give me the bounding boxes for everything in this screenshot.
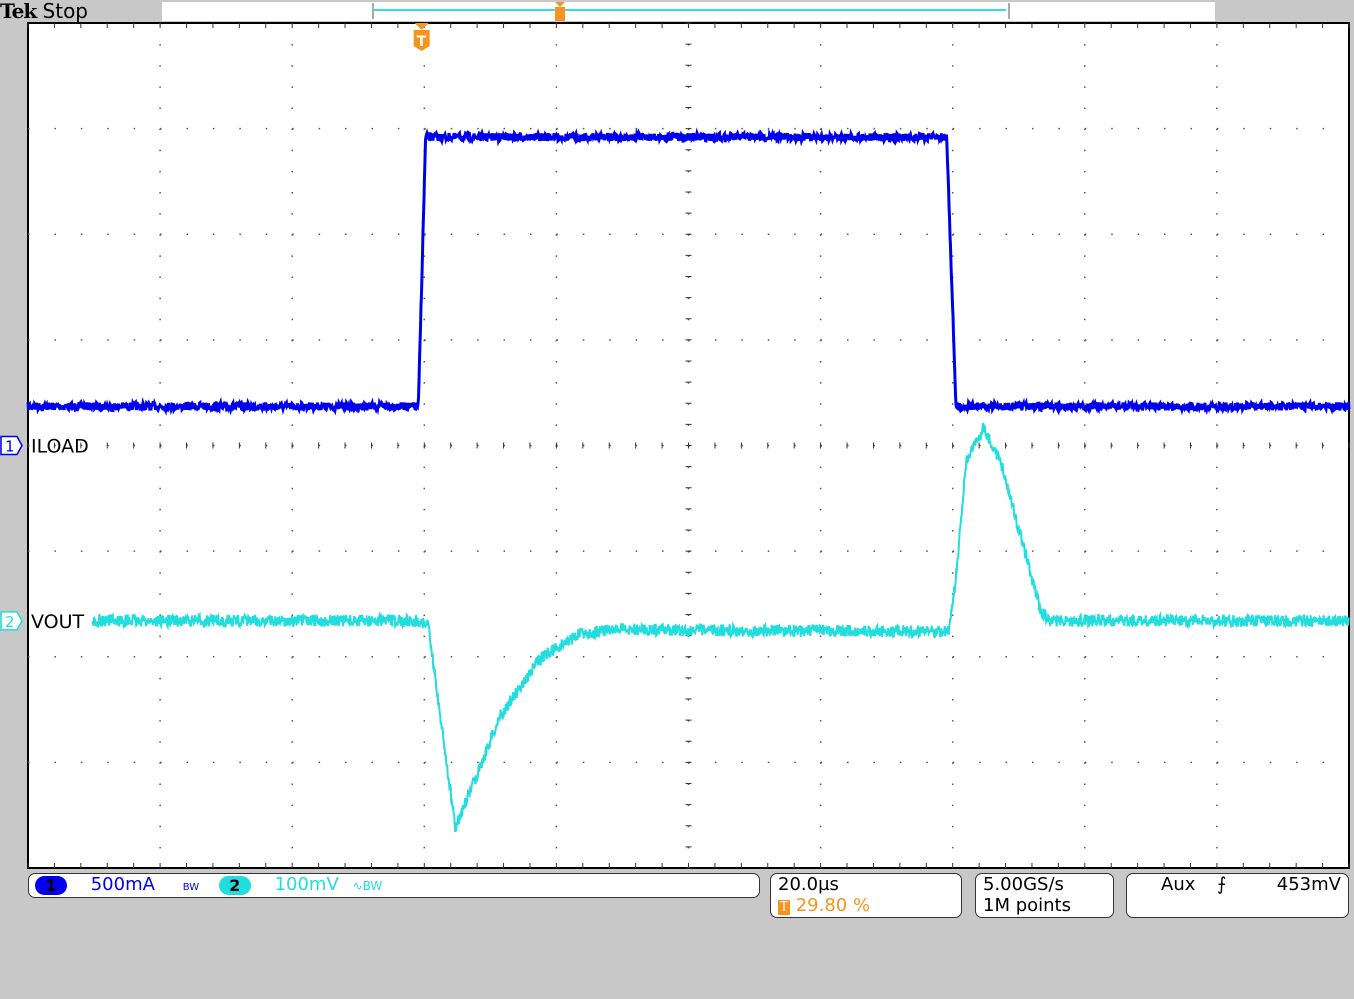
record-trigger-icon [555, 7, 565, 21]
timebase-readout[interactable]: 20.0µs T 29.80 % [770, 873, 962, 918]
record-bar [162, 2, 1215, 21]
brand-logo: Tek [0, 0, 37, 23]
trigger-level: 453mV [1276, 874, 1341, 895]
record-view-window[interactable] [372, 3, 1010, 19]
ch2-ground-marker [0, 611, 23, 631]
trigger-position: 29.80 % [795, 895, 871, 916]
record-line [374, 9, 1006, 11]
time-scale: 20.0µs [778, 874, 839, 895]
status-area: Tek Stop [0, 0, 160, 22]
record-length: 1M points [983, 895, 1071, 916]
record-trigger-arrow [555, 2, 565, 7]
trigger-position-icon [413, 30, 430, 51]
waveform-display: 1 ILOAD 2 VOUT T [0, 2, 1351, 869]
waveform-iload [26, 127, 1351, 416]
trigger-position-arrow [414, 23, 429, 30]
ch2-bw-icon: ∿BW [352, 879, 383, 893]
trigger-source: Aux [1161, 874, 1196, 895]
acquisition-readout[interactable]: 5.00GS/s 1M points [975, 873, 1114, 918]
waveform-vout [91, 422, 1350, 832]
ch1-badge[interactable]: 1 [35, 875, 67, 895]
ch2-badge[interactable]: 2 [218, 875, 251, 895]
ch2-marker-number: 2 [5, 613, 15, 631]
ch1-label: ILOAD [31, 436, 89, 458]
trigger-position-icon: T [778, 900, 790, 915]
sample-rate: 5.00GS/s [983, 874, 1064, 895]
ch1-marker-number: 1 [5, 438, 15, 456]
trigger-readout[interactable]: Aux ⨍ 453mV [1126, 873, 1349, 918]
trigger-position-letter: T [417, 34, 427, 50]
ch1-bw-icon: BW [182, 882, 200, 893]
run-status: Stop [42, 0, 88, 23]
ch1-ground-marker [0, 435, 23, 456]
ch1-scale: 500mA [90, 874, 155, 895]
ch2-label: VOUT [31, 611, 85, 633]
channel-readout[interactable]: 1 500mA BW 2 100mV ∿BW [28, 873, 760, 898]
rising-edge-icon: ⨍ [1217, 874, 1227, 895]
ch2-scale: 100mV [274, 874, 339, 895]
